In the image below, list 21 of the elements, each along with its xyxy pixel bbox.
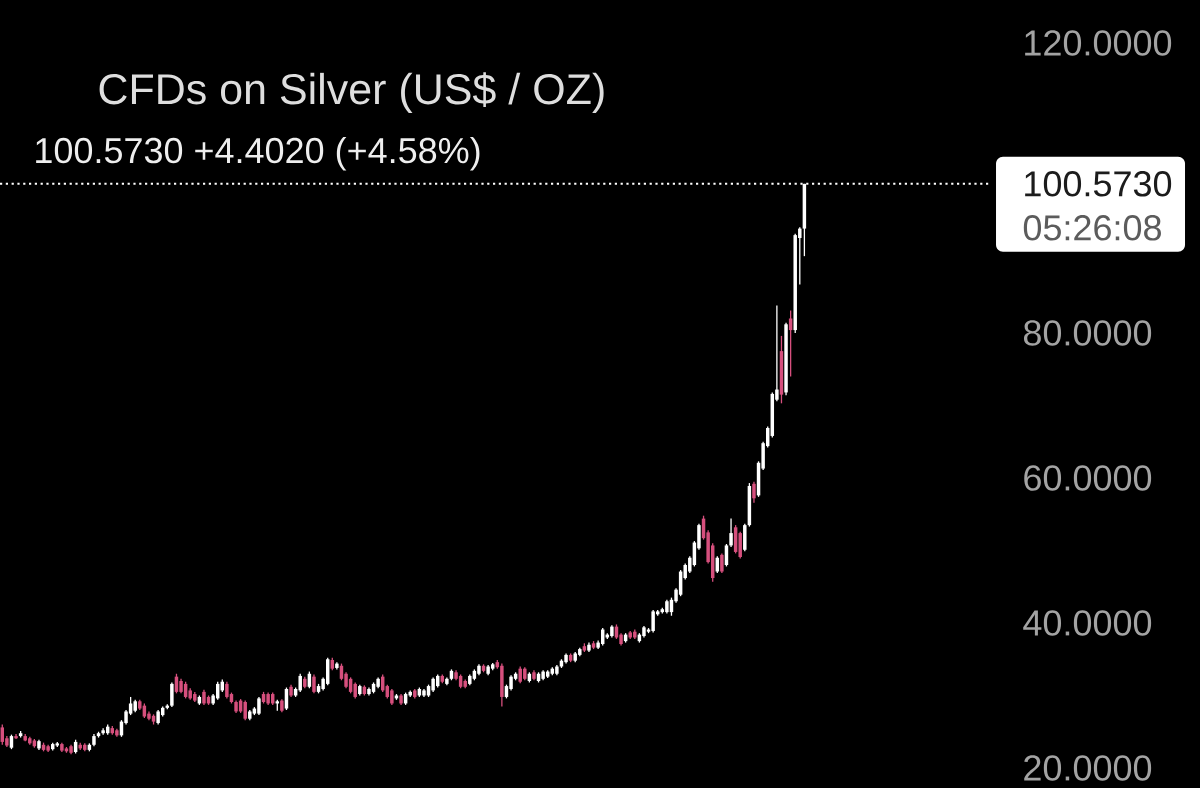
candlestick: [170, 681, 174, 708]
text: CFDs on Silver (US$ / OZ): [99, 72, 604, 113]
candlestick: [729, 517, 733, 548]
candlestick: [752, 480, 756, 504]
candlestick: [101, 727, 105, 736]
candlestick: [298, 673, 302, 693]
candlestick: [788, 309, 793, 378]
y-tick-label: 80.0000: [1023, 320, 1152, 346]
text: 100.5730 +4.4020 (+4.58%): [36, 136, 480, 171]
candlestick: [257, 696, 261, 716]
ref-line-label: 100.5730: [1025, 171, 1172, 197]
candlestick: [243, 699, 247, 721]
candlestick: [651, 609, 655, 634]
candlestick: [312, 673, 316, 694]
y-tick-label: 60.0000: [1024, 465, 1152, 491]
y-tick-label: 20.0000: [1024, 755, 1152, 781]
candlestick: [738, 531, 742, 560]
y-tick-label: 40.0000: [1023, 610, 1152, 636]
y-tick-label: 120.0000: [1025, 30, 1172, 56]
candlestick: [720, 552, 724, 574]
text: 05:26:08: [1023, 215, 1161, 241]
